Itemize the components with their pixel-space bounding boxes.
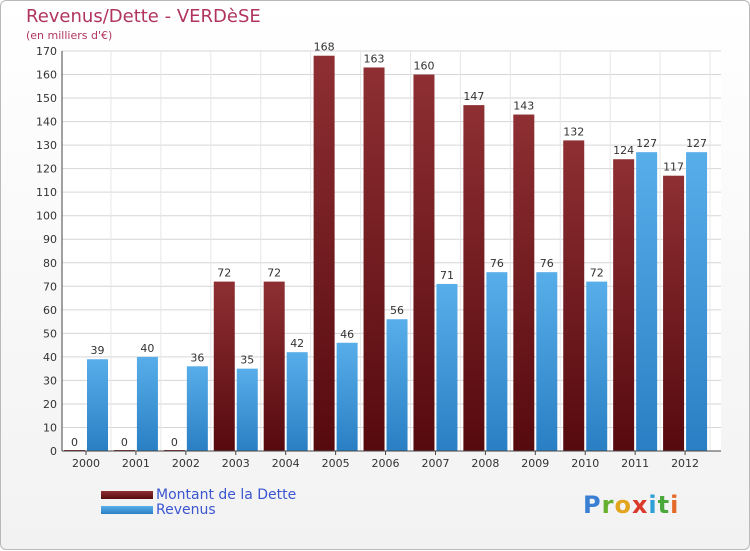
data-label-debt: 163 bbox=[364, 52, 385, 65]
data-label-debt: 147 bbox=[463, 90, 484, 103]
x-tick-label: 2008 bbox=[471, 457, 499, 470]
y-tick-label: 120 bbox=[36, 163, 57, 176]
bar-debt bbox=[513, 114, 535, 451]
data-label-revenus: 127 bbox=[636, 137, 657, 150]
bar-revenus bbox=[336, 342, 358, 451]
bar-revenus bbox=[636, 152, 658, 452]
y-tick-label: 50 bbox=[43, 327, 57, 340]
data-label-debt: 117 bbox=[663, 161, 684, 174]
y-tick-label: 130 bbox=[36, 139, 57, 152]
data-label-revenus: 36 bbox=[190, 351, 204, 364]
data-label-revenus: 40 bbox=[140, 342, 154, 355]
bar-revenus bbox=[436, 283, 458, 451]
axes: 0 10 20 30 40 50 60 70 80 90 100 110 120 130 140 150 160… bbox=[36, 45, 721, 470]
legend-swatch-revenus bbox=[101, 505, 153, 514]
data-label-debt: 72 bbox=[267, 267, 281, 280]
legend: Montant de la Dette Revenus bbox=[101, 486, 297, 518]
x-tick-label: 2005 bbox=[322, 457, 350, 470]
legend-label-debt: Montant de la Dette bbox=[156, 486, 297, 503]
chart-subtitle: (en milliers d'€) bbox=[26, 29, 113, 42]
bar-revenus bbox=[586, 281, 608, 451]
y-tick-label: 40 bbox=[43, 351, 57, 364]
x-tick-label: 2004 bbox=[272, 457, 300, 470]
bar-revenus bbox=[236, 368, 258, 451]
y-tick-label: 150 bbox=[36, 92, 57, 105]
bar-debt bbox=[213, 281, 235, 451]
data-label-debt: 0 bbox=[171, 436, 178, 449]
x-tick-label: 2006 bbox=[372, 457, 400, 470]
x-tick-label: 2002 bbox=[172, 457, 200, 470]
y-tick-label: 90 bbox=[43, 233, 57, 246]
bar-debt bbox=[413, 74, 435, 451]
data-label-revenus: 42 bbox=[290, 337, 304, 350]
bar-debt bbox=[663, 175, 685, 452]
y-tick-label: 30 bbox=[43, 374, 57, 387]
bar-revenus bbox=[286, 352, 308, 451]
data-label-debt: 0 bbox=[121, 436, 128, 449]
x-tick-label: 2007 bbox=[421, 457, 449, 470]
x-tick-label: 2011 bbox=[621, 457, 649, 470]
data-label-debt: 143 bbox=[513, 100, 534, 113]
bar-debt bbox=[463, 105, 485, 451]
y-tick-label: 80 bbox=[43, 257, 57, 270]
data-label-revenus: 56 bbox=[390, 304, 404, 317]
bar-revenus bbox=[386, 319, 408, 451]
x-tick-label: 2009 bbox=[521, 457, 549, 470]
y-tick-label: 20 bbox=[43, 398, 57, 411]
bar-debt bbox=[613, 159, 635, 451]
bar-revenus bbox=[536, 272, 558, 451]
legend-item-debt: Montant de la Dette bbox=[101, 486, 297, 503]
data-label-revenus: 72 bbox=[590, 267, 604, 280]
y-tick-label: 140 bbox=[36, 116, 57, 129]
bar-debt bbox=[563, 140, 585, 452]
y-tick-label: 60 bbox=[43, 304, 57, 317]
data-label-debt: 160 bbox=[413, 60, 434, 73]
y-tick-label: 170 bbox=[36, 45, 57, 58]
bar-revenus bbox=[186, 366, 208, 451]
y-tick-label: 0 bbox=[50, 445, 57, 458]
data-label-revenus: 39 bbox=[91, 344, 105, 357]
legend-item-revenus: Revenus bbox=[101, 501, 296, 518]
data-label-revenus: 76 bbox=[540, 257, 554, 270]
bars: 0 39 0 40 0 36 72 35 72 42 168 46 163 56 160 71 147 76 143… bbox=[64, 41, 708, 452]
x-tick-label: 2012 bbox=[671, 457, 699, 470]
data-label-debt: 168 bbox=[314, 41, 335, 54]
y-tick-label: 70 bbox=[43, 280, 57, 293]
data-label-debt: 132 bbox=[563, 125, 584, 138]
y-tick-label: 110 bbox=[36, 186, 57, 199]
data-label-revenus: 71 bbox=[440, 269, 454, 282]
data-label-revenus: 46 bbox=[340, 328, 354, 341]
data-label-debt: 124 bbox=[613, 144, 634, 157]
data-label-debt: 0 bbox=[71, 436, 78, 449]
legend-swatch-debt bbox=[101, 490, 153, 499]
bar-debt bbox=[363, 67, 385, 452]
bar-revenus bbox=[486, 272, 508, 451]
chart-title: Revenus/Dette - VERDèSE bbox=[26, 6, 261, 27]
data-label-revenus: 127 bbox=[686, 137, 707, 150]
x-tick-label: 2003 bbox=[222, 457, 250, 470]
bar-debt bbox=[263, 281, 285, 451]
y-tick-label: 10 bbox=[43, 421, 57, 434]
bar-revenus bbox=[136, 356, 158, 451]
bar-revenus bbox=[87, 359, 108, 451]
x-tick-label: 2001 bbox=[122, 457, 150, 470]
y-tick-label: 100 bbox=[36, 210, 57, 223]
x-tick-label: 2010 bbox=[571, 457, 599, 470]
data-label-revenus: 76 bbox=[490, 257, 504, 270]
bar-revenus bbox=[686, 152, 708, 452]
y-tick-label: 160 bbox=[36, 69, 57, 82]
data-label-revenus: 35 bbox=[240, 354, 254, 367]
data-label-debt: 72 bbox=[217, 267, 231, 280]
bar-debt bbox=[313, 55, 335, 452]
legend-label-revenus: Revenus bbox=[156, 501, 216, 518]
x-tick-label: 2000 bbox=[72, 457, 100, 470]
proxiti-logo: Proxiti bbox=[583, 491, 680, 519]
